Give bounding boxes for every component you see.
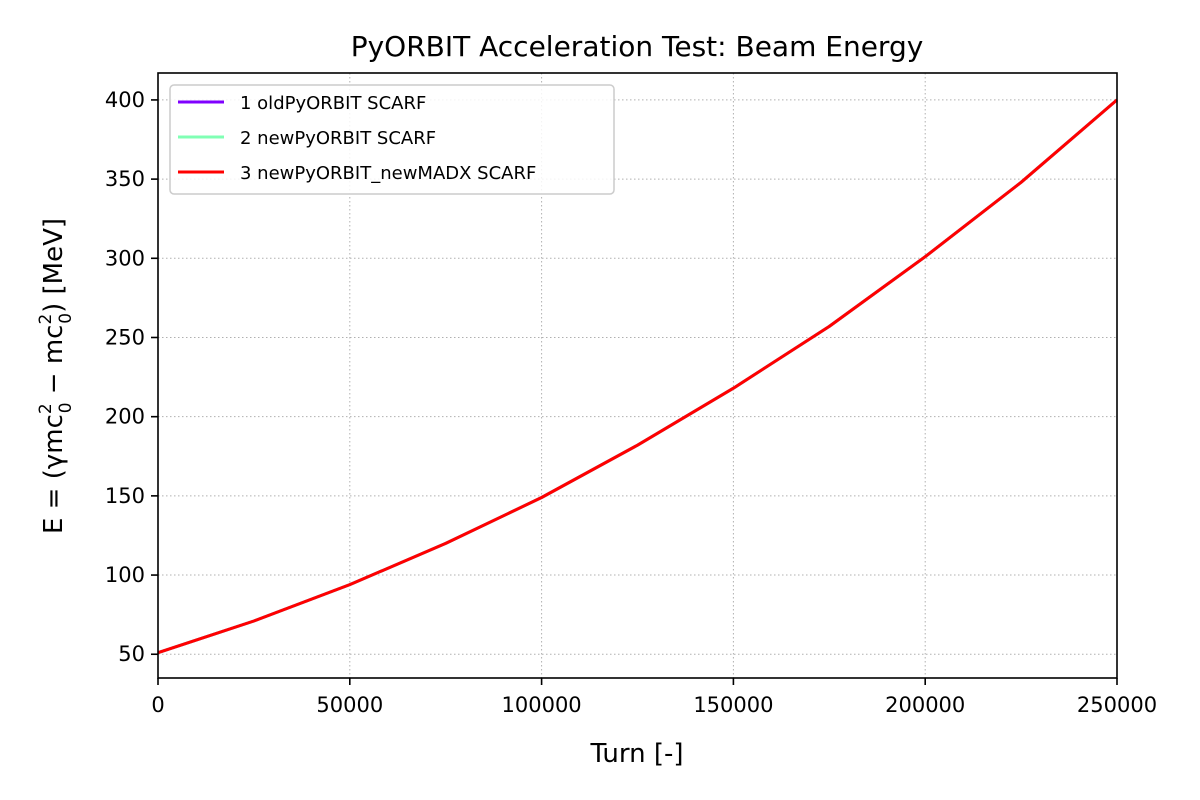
legend-box — [169, 84, 615, 195]
y-label-sub-1: 0 — [56, 402, 76, 413]
y-tick-label: 150 — [105, 484, 145, 508]
x-tick-label: 150000 — [693, 693, 773, 717]
x-axis-ticks: 0 50000 100000 150000 200000 250000 — [151, 678, 1157, 717]
y-tick-label: 100 — [105, 563, 145, 587]
legend-label-3: 3 newPyORBIT_newMADX SCARF — [240, 163, 536, 184]
chart-title: PyORBIT Acceleration Test: Beam Energy — [351, 30, 924, 63]
x-tick-label: 0 — [151, 693, 164, 717]
x-tick-label: 200000 — [885, 693, 965, 717]
y-axis-label: E = (γmc20 − mc20) [MeV] — [36, 218, 76, 534]
y-label-sup-2: 2 — [36, 314, 56, 325]
y-label-prefix: E = (γmc — [39, 414, 69, 534]
legend: 1 oldPyORBIT SCARF 2 newPyORBIT SCARF 3 ne… — [169, 84, 615, 195]
y-label-suffix: ) [MeV] — [39, 218, 69, 313]
y-tick-label: 300 — [105, 246, 145, 270]
y-axis-ticks: 50 100 150 200 250 300 350 400 — [105, 88, 158, 666]
y-tick-label: 250 — [105, 325, 145, 349]
x-axis-label: Turn [-] — [589, 739, 683, 769]
x-tick-label: 100000 — [502, 693, 582, 717]
y-label-sup-1: 2 — [36, 403, 56, 414]
y-label-sub-2: 0 — [56, 313, 76, 324]
series-line-3 — [157, 98, 1118, 655]
x-tick-label: 250000 — [1077, 693, 1157, 717]
legend-entries: 1 oldPyORBIT SCARF 2 newPyORBIT SCARF 3 ne… — [178, 93, 536, 184]
legend-label-1: 1 oldPyORBIT SCARF — [240, 93, 426, 114]
y-tick-label: 400 — [105, 88, 145, 112]
x-tick-label: 50000 — [316, 693, 383, 717]
y-tick-label: 350 — [105, 167, 145, 191]
series-lines — [157, 98, 1118, 655]
plot-frame — [157, 72, 1118, 679]
y-label-middle: − mc — [39, 325, 69, 403]
y-tick-label: 50 — [118, 642, 145, 666]
legend-label-2: 2 newPyORBIT SCARF — [240, 128, 436, 149]
y-tick-label: 200 — [105, 405, 145, 429]
